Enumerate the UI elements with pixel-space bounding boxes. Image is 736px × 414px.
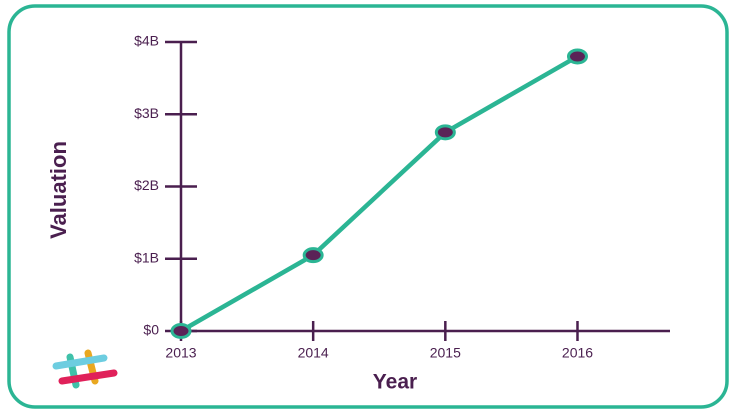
data-point xyxy=(170,323,192,339)
y-tick-label: $4B xyxy=(134,33,159,49)
data-point xyxy=(302,247,324,264)
y-tick-label: $1B xyxy=(134,249,159,265)
y-tick-label: $3B xyxy=(134,105,159,121)
x-tick-label: 2016 xyxy=(562,345,593,361)
data-point xyxy=(566,48,588,65)
y-tick-label: $2B xyxy=(134,177,159,193)
x-tick-label: 2015 xyxy=(430,345,461,361)
y-tick-label: $0 xyxy=(143,322,159,338)
x-tick-label: 2014 xyxy=(298,345,329,361)
y-axis-label: Valuation xyxy=(46,141,71,239)
x-axis-label: Year xyxy=(373,371,417,394)
data-point xyxy=(434,124,456,141)
x-tick-label: 2013 xyxy=(165,345,196,361)
data-line xyxy=(179,54,579,333)
logo xyxy=(52,349,118,389)
